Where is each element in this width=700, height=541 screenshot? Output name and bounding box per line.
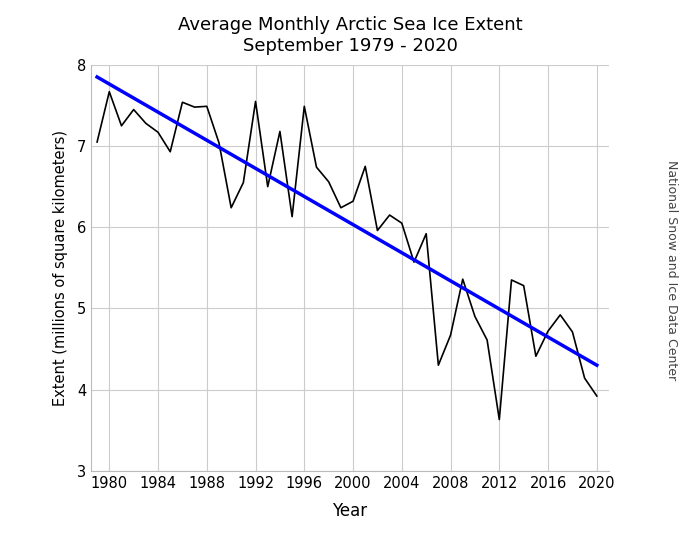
Text: National Snow and Ice Data Center: National Snow and Ice Data Center — [666, 161, 678, 380]
Title: Average Monthly Arctic Sea Ice Extent
September 1979 - 2020: Average Monthly Arctic Sea Ice Extent Se… — [178, 16, 522, 55]
Y-axis label: Extent (millions of square kilometers): Extent (millions of square kilometers) — [53, 130, 69, 406]
X-axis label: Year: Year — [332, 502, 368, 520]
